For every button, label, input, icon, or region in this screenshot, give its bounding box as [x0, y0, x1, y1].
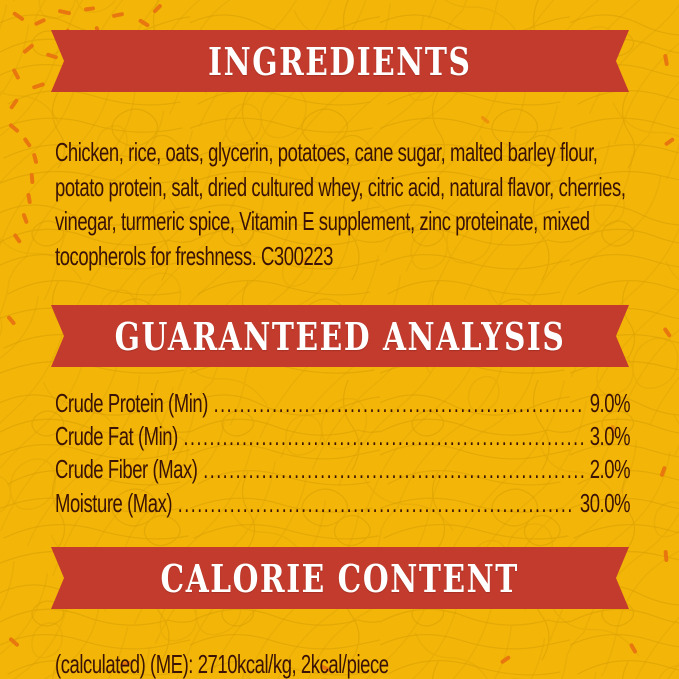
analysis-row-label: Moisture (Max) — [55, 487, 173, 518]
analysis-row-value: 2.0% — [589, 454, 631, 485]
analysis-row: Crude Protein (Min) ....................… — [55, 388, 631, 421]
calorie-content-text: (calculated) (ME): 2710kcal/kg, 2kcal/pi… — [55, 649, 389, 679]
analysis-row: Crude Fat (Min) ........................… — [55, 421, 631, 454]
analysis-row-label: Crude Fat (Min) — [55, 421, 178, 452]
analysis-row-label: Crude Protein (Min) — [55, 388, 208, 418]
dot-leader: ........................................… — [203, 456, 585, 485]
analysis-row: Moisture (Max) .........................… — [55, 487, 631, 521]
dot-leader: ........................................… — [177, 489, 574, 518]
analysis-row-label: Crude Fiber (Max) — [55, 454, 198, 485]
ingredients-title: INGREDIENTS — [208, 38, 472, 84]
guaranteed-analysis-table: Crude Protein (Min) ....................… — [55, 388, 631, 521]
ingredients-banner: INGREDIENTS — [51, 30, 629, 92]
dot-leader: ........................................… — [213, 390, 585, 418]
dot-leader: ........................................… — [183, 423, 584, 452]
guaranteed-analysis-title: GUARANTEED ANALYSIS — [114, 313, 566, 359]
analysis-row-value: 3.0% — [589, 421, 631, 452]
analysis-row-value: 9.0% — [589, 388, 631, 418]
analysis-row: Crude Fiber (Max) ......................… — [55, 454, 631, 487]
calorie-content-banner: CALORIE CONTENT — [51, 547, 629, 609]
guaranteed-analysis-banner: GUARANTEED ANALYSIS — [51, 305, 629, 367]
ingredients-text: Chicken, rice, oats, glycerin, potatoes,… — [55, 137, 626, 271]
calorie-content-title: CALORIE CONTENT — [160, 555, 520, 601]
analysis-row-value: 30.0% — [579, 487, 631, 518]
